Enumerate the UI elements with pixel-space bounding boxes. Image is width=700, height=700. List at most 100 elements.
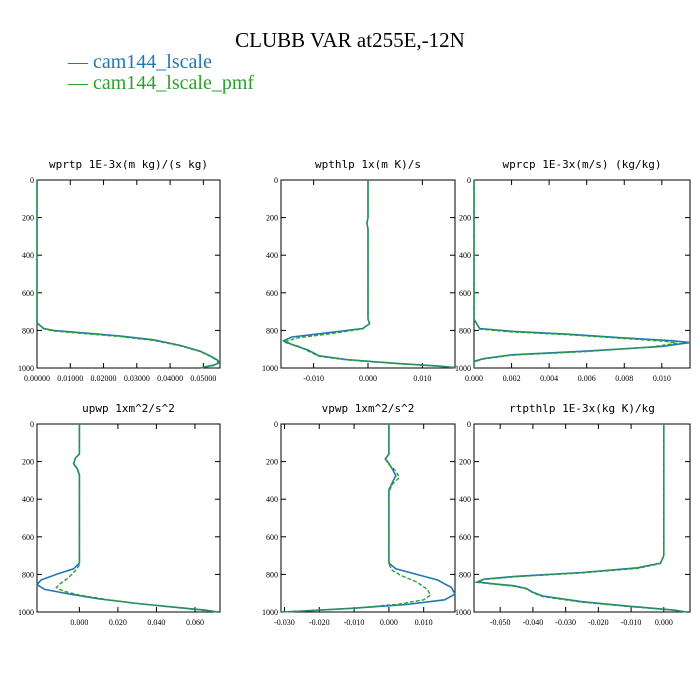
- y-tick-label: 200: [459, 458, 471, 467]
- figure-title: CLUBB VAR at255E,-12N: [235, 28, 465, 52]
- legend-label: cam144_lscale: [93, 51, 212, 73]
- y-tick-label: 800: [459, 326, 471, 335]
- x-tick-label: -0.010: [303, 374, 324, 383]
- series-line-cam144_lscale_pmf: [473, 180, 678, 368]
- y-tick-label: 0: [30, 176, 34, 185]
- x-tick-label: 0.04000: [157, 374, 183, 383]
- x-tick-label: 0.05000: [190, 374, 216, 383]
- x-tick-label: 0.000: [70, 618, 88, 627]
- y-tick-label: 800: [22, 326, 34, 335]
- chart-panel-4: upwp 1xm^2/s^2 0 200 400 600 800 1000 0.000 0.02…: [18, 402, 221, 627]
- y-tick-label: 800: [266, 570, 278, 579]
- y-tick-label: 200: [266, 214, 278, 223]
- series-line-cam144_lscale_pmf: [55, 424, 219, 613]
- x-tick-label: -0.040: [523, 618, 544, 627]
- series-line-cam144_lscale_pmf: [280, 424, 432, 613]
- y-tick-label: 600: [22, 533, 34, 542]
- y-tick-label: 400: [266, 251, 278, 260]
- x-tick-label: 0.010: [653, 374, 671, 383]
- series-line-cam144_lscale: [36, 180, 222, 369]
- plot-frame: [280, 423, 456, 613]
- x-tick-label: 0.00000: [24, 374, 50, 383]
- y-tick-label: 0: [467, 176, 471, 185]
- plot-frame: [473, 423, 691, 613]
- y-tick-label: 400: [459, 495, 471, 504]
- x-tick-label: -0.050: [490, 618, 511, 627]
- series-line-cam144_lscale: [280, 424, 457, 613]
- y-tick-label: 1000: [455, 608, 471, 617]
- y-tick-label: 1000: [18, 364, 34, 373]
- y-tick-label: 600: [459, 533, 471, 542]
- x-tick-label: -0.030: [274, 618, 295, 627]
- y-tick-label: 1000: [18, 608, 34, 617]
- y-tick-label: 0: [30, 420, 34, 429]
- panel-title: rtpthlp 1E-3x(kg K)/kg: [509, 402, 655, 415]
- y-tick-label: 200: [22, 214, 34, 223]
- plot-frame: [36, 179, 221, 369]
- series-line-cam144_lscale: [474, 424, 687, 613]
- x-tick-label: -0.010: [621, 618, 642, 627]
- y-tick-label: 400: [22, 495, 34, 504]
- x-tick-label: 0.000: [380, 618, 398, 627]
- x-tick-label: 0.010: [415, 618, 433, 627]
- x-tick-label: -0.020: [588, 618, 609, 627]
- y-tick-label: 600: [266, 533, 278, 542]
- series-line-cam144_lscale_pmf: [36, 180, 220, 369]
- y-tick-label: 400: [459, 251, 471, 260]
- legend-entry-cam144-lscale-pmf: — cam144_lscale_pmf: [68, 72, 254, 95]
- x-tick-label: 0.03000: [124, 374, 150, 383]
- legend-line-icon: —: [68, 51, 88, 73]
- y-tick-label: 1000: [262, 608, 278, 617]
- x-tick-label: 0.040: [147, 618, 165, 627]
- x-tick-label: 0.010: [413, 374, 431, 383]
- x-tick-label: 0.000: [359, 374, 377, 383]
- panel-title: wprtp 1E-3x(m kg)/(s kg): [49, 158, 208, 171]
- y-tick-label: 0: [274, 420, 278, 429]
- y-tick-label: 600: [266, 289, 278, 298]
- legend-line-icon: —: [68, 72, 88, 94]
- panel-title: upwp 1xm^2/s^2: [82, 402, 175, 415]
- series-line-cam144_lscale: [281, 180, 456, 369]
- y-tick-label: 800: [22, 570, 34, 579]
- panel-title: wpthlp 1x(m K)/s: [315, 158, 421, 171]
- x-tick-label: 0.000: [655, 618, 673, 627]
- x-tick-label: -0.010: [344, 618, 365, 627]
- series-line-cam144_lscale_pmf: [474, 424, 687, 613]
- legend-entry-cam144-lscale: — cam144_lscale: [68, 51, 212, 74]
- chart-panel-2: wpthlp 1x(m K)/s 0 200 400 600 800 1000 -0.010 0…: [262, 158, 456, 383]
- series-line-cam144_lscale: [35, 424, 219, 613]
- chart-panel-1: wprtp 1E-3x(m kg)/(s kg) 0 200 400 600 800 100…: [18, 158, 222, 383]
- panel-title: vpwp 1xm^2/s^2: [322, 402, 415, 415]
- x-tick-label: 0.008: [615, 374, 633, 383]
- y-tick-label: 800: [266, 326, 278, 335]
- y-tick-label: 400: [266, 495, 278, 504]
- legend-label: cam144_lscale_pmf: [93, 72, 255, 94]
- y-tick-label: 400: [22, 251, 34, 260]
- chart-panel-5: vpwp 1xm^2/s^2 0 200 400 600 800 1000-0.030 -0.…: [262, 402, 457, 627]
- y-tick-label: 1000: [262, 364, 278, 373]
- x-tick-label: 0.004: [540, 374, 558, 383]
- x-tick-label: 0.01000: [57, 374, 83, 383]
- x-tick-label: 0.020: [109, 618, 127, 627]
- plot-frame: [36, 423, 221, 613]
- y-tick-label: 200: [22, 458, 34, 467]
- x-tick-label: -0.020: [309, 618, 330, 627]
- series-line-cam144_lscale: [473, 180, 691, 368]
- y-tick-label: 200: [266, 458, 278, 467]
- series-line-cam144_lscale_pmf: [281, 180, 456, 369]
- y-tick-label: 200: [459, 214, 471, 223]
- y-tick-label: 600: [22, 289, 34, 298]
- x-tick-label: 0.006: [578, 374, 596, 383]
- x-tick-label: 0.02000: [91, 374, 117, 383]
- x-tick-label: 0.002: [503, 374, 521, 383]
- chart-panel-6: rtpthlp 1E-3x(kg K)/kg 0 200 400 600 800 1000 -…: [455, 402, 691, 627]
- y-tick-label: 1000: [455, 364, 471, 373]
- x-tick-label: 0.000: [465, 374, 483, 383]
- chart-panel-3: wprcp 1E-3x(m/s) (kg/kg) 0 200 400 600 800 100…: [455, 158, 691, 383]
- y-tick-label: 800: [459, 570, 471, 579]
- y-tick-label: 0: [274, 176, 278, 185]
- y-tick-label: 600: [459, 289, 471, 298]
- y-tick-label: 0: [467, 420, 471, 429]
- panel-title: wprcp 1E-3x(m/s) (kg/kg): [503, 158, 662, 171]
